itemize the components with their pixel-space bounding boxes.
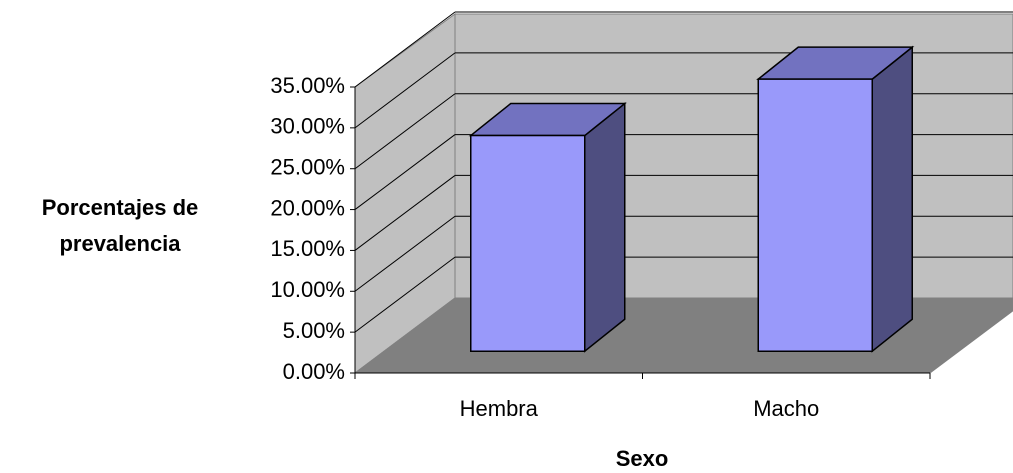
y-tick-label: 25.00% (270, 155, 345, 180)
y-tick-label: 0.00% (283, 359, 345, 384)
y-tick-label: 30.00% (270, 114, 345, 139)
y-tick-label: 15.00% (270, 236, 345, 261)
grid-line (354, 52, 456, 129)
bar (470, 134, 586, 352)
x-tick-label: Macho (753, 396, 819, 421)
grid-line (354, 134, 456, 210)
y-axis-title: Porcentajes de prevalencia (41, 195, 199, 256)
bar (757, 78, 873, 353)
y-tick-label: 35.00% (270, 73, 345, 98)
x-axis-title: Sexo (616, 446, 669, 471)
bar-side (871, 45, 913, 353)
y-tick-label: 10.00% (270, 277, 345, 302)
grid-line (354, 175, 456, 251)
y-tick-label: 20.00% (270, 195, 345, 220)
y-tick-label: 5.00% (283, 318, 345, 343)
grid-line (354, 215, 456, 292)
x-tick-label: Hembra (460, 396, 539, 421)
floor (353, 297, 1013, 374)
bar-side (584, 101, 626, 353)
grid-line (354, 11, 456, 88)
grid-line (354, 93, 456, 170)
grid-line (354, 256, 456, 333)
